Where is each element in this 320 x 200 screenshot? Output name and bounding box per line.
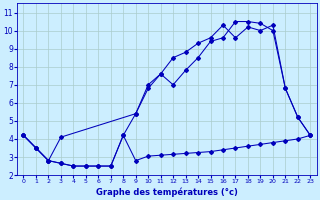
X-axis label: Graphe des températures (°c): Graphe des températures (°c) (96, 187, 238, 197)
